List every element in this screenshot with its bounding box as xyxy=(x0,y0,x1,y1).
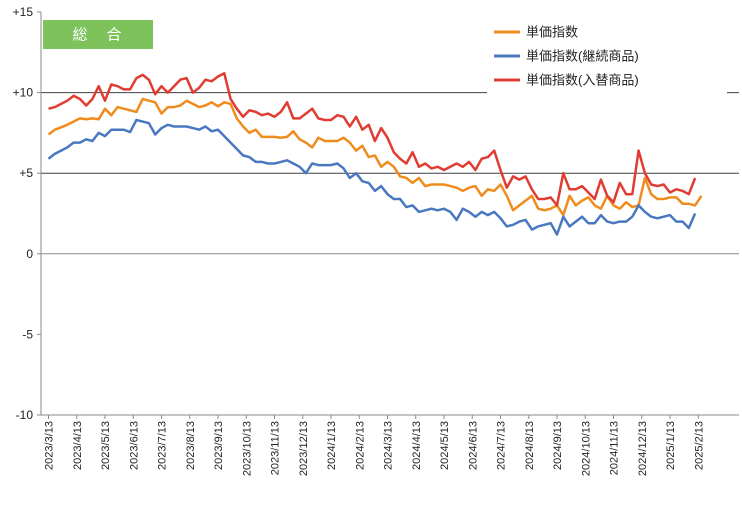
x-tick-label: 2024/11/13 xyxy=(609,421,621,475)
y-tick-label: -10 xyxy=(16,408,34,422)
series-line-2 xyxy=(48,72,697,207)
x-tick-label: 2025/1/13 xyxy=(665,421,677,470)
legend-label-1: 単価指数(継続商品) xyxy=(526,49,639,64)
y-tick-label: -5 xyxy=(22,327,33,341)
chart-badge-label: 総 合 xyxy=(72,27,123,44)
y-tick-label: +5 xyxy=(19,166,33,180)
x-tick-label: 2023/12/13 xyxy=(298,421,310,476)
x-tick-label: 2023/4/13 xyxy=(72,421,84,470)
x-tick-label: 2023/7/13 xyxy=(157,421,169,470)
legend-box xyxy=(487,12,727,94)
x-tick-label: 2023/3/13 xyxy=(44,421,56,470)
x-tick-label: 2025/2/13 xyxy=(693,421,705,470)
x-tick-label: 2024/5/13 xyxy=(439,421,451,470)
legend-label-0: 単価指数 xyxy=(526,25,578,40)
x-tick-label: 2024/1/13 xyxy=(326,421,338,470)
x-tick-label: 2024/4/13 xyxy=(411,421,423,470)
y-tick-label: 0 xyxy=(26,247,33,261)
x-tick-label: 2023/10/13 xyxy=(241,421,253,476)
x-tick-label: 2024/8/13 xyxy=(524,421,536,470)
x-tick-label: 2024/12/13 xyxy=(637,421,649,476)
x-tick-label: 2024/7/13 xyxy=(496,421,508,470)
y-tick-label: +15 xyxy=(13,5,34,19)
x-tick-label: 2023/8/13 xyxy=(185,421,197,470)
x-tick-label: 2023/6/13 xyxy=(128,421,140,470)
series-line-0 xyxy=(47,97,703,217)
y-tick-label: +10 xyxy=(13,86,34,100)
x-tick-label: 2024/2/13 xyxy=(354,421,366,470)
x-tick-label: 2024/10/13 xyxy=(580,421,592,476)
chart-badge xyxy=(43,20,153,49)
x-tick-label: 2023/9/13 xyxy=(213,421,225,470)
x-tick-label: 2023/11/13 xyxy=(270,421,282,475)
x-tick-label: 2023/5/13 xyxy=(100,421,112,470)
x-tick-label: 2024/3/13 xyxy=(383,421,395,470)
x-tick-label: 2024/9/13 xyxy=(552,421,564,470)
legend-label-2: 単価指数(入替商品) xyxy=(526,73,639,88)
x-tick-label: 2024/6/13 xyxy=(467,421,479,470)
series-line-1 xyxy=(47,118,697,236)
